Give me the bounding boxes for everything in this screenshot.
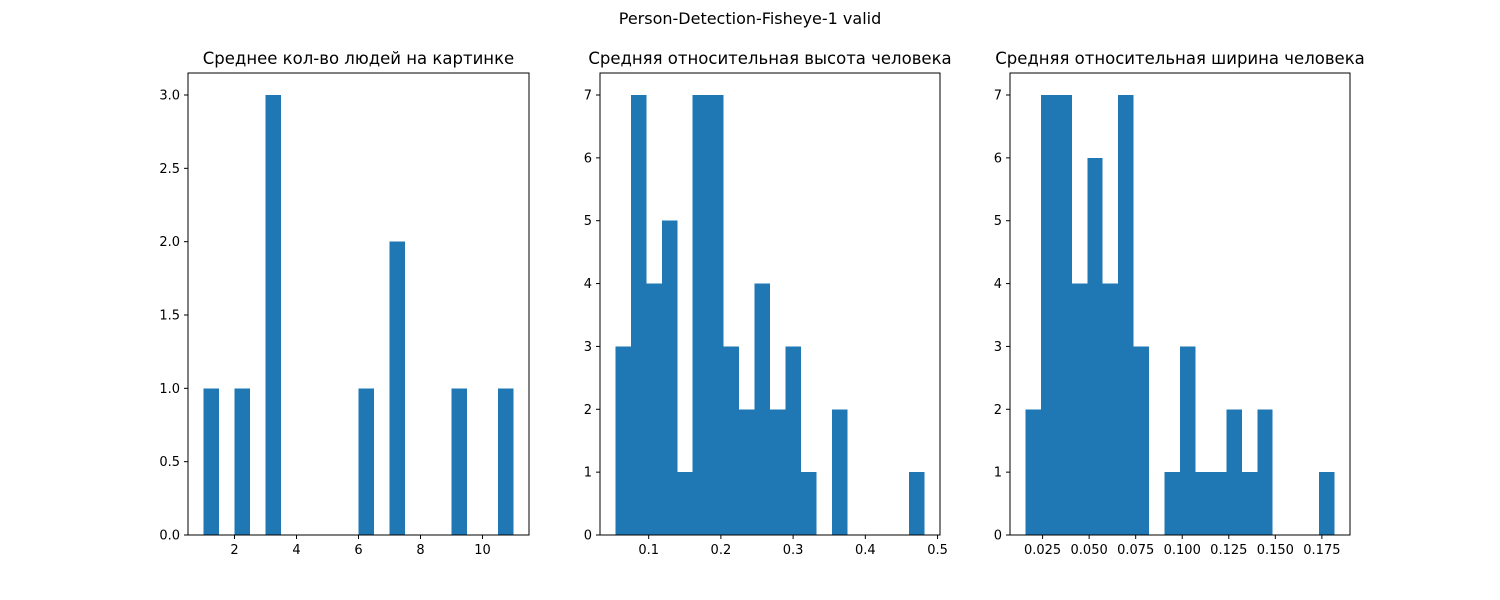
histogram-bar — [646, 283, 662, 535]
histogram-bar — [234, 388, 250, 535]
x-tick-label: 0.150 — [1257, 543, 1294, 558]
histogram-bar — [692, 95, 709, 535]
x-tick-label: 10 — [474, 543, 491, 558]
x-tick-label: 8 — [416, 543, 424, 558]
y-tick-label: 2.0 — [159, 235, 180, 250]
y-tick-label: 3 — [584, 340, 592, 355]
histogram-bar — [1241, 472, 1258, 535]
x-tick-label: 0.050 — [1071, 543, 1108, 558]
panel-title: Средняя относительная высота человека — [588, 49, 951, 68]
x-tick-label: 0.4 — [855, 543, 876, 558]
histogram-panel-1: 2 4 6 8 10 0.0 0.5 1.0 1.5 2.0 2.5 3.0 Среднее кол-в… — [159, 49, 530, 558]
x-tick-label: 0.075 — [1117, 543, 1154, 558]
histogram-bar — [661, 220, 678, 535]
x-tick-label: 2 — [230, 543, 238, 558]
histogram-bar — [1257, 409, 1273, 535]
y-tick-label: 1 — [994, 466, 1002, 481]
histogram-panel-2: 0.1 0.2 0.3 0.4 0.5 0 1 2 3 4 5 6 7 Средняя относител… — [584, 49, 952, 558]
histogram-bar — [1180, 346, 1196, 535]
histogram-bar — [630, 95, 647, 535]
y-tick-label: 7 — [584, 89, 592, 104]
histogram-bar — [1071, 283, 1088, 535]
y-tick-label: 2.5 — [159, 162, 180, 177]
histogram-bar — [1319, 472, 1335, 535]
histogram-bar — [1040, 95, 1057, 535]
histogram-bar — [754, 283, 770, 535]
histogram-bar — [615, 346, 631, 535]
x-tick-label: 0.2 — [711, 543, 732, 558]
x-tick-label: 6 — [354, 543, 362, 558]
histogram-bar — [677, 472, 693, 535]
histogram-bar — [1164, 472, 1180, 535]
x-tick-label: 0.025 — [1024, 543, 1061, 558]
y-tick-label: 7 — [994, 89, 1002, 104]
histogram-bar — [1195, 472, 1211, 535]
histogram-bar — [1210, 472, 1227, 535]
histogram-bar — [739, 409, 755, 535]
x-tick-label: 0.1 — [638, 543, 659, 558]
histogram-panel-3: 0.025 0.050 0.075 0.100 0.125 0.150 0.175 0 1 2 3 4… — [994, 49, 1365, 558]
y-tick-label: 0 — [994, 529, 1002, 544]
y-tick-label: 5 — [994, 214, 1002, 229]
histogram-bar — [358, 388, 374, 535]
y-tick-label: 5 — [584, 214, 592, 229]
x-tick-label: 0.100 — [1164, 543, 1201, 558]
histogram-bar — [1087, 157, 1103, 535]
y-tick-label: 2 — [994, 403, 1002, 418]
x-tick-label: 0.125 — [1210, 543, 1247, 558]
y-tick-label: 6 — [994, 151, 1002, 166]
figure-title: Person-Detection-Fisheye-1 valid — [618, 9, 882, 28]
histogram-bar — [451, 388, 467, 535]
y-tick-label: 1.0 — [159, 382, 180, 397]
y-tick-label: 3 — [994, 340, 1002, 355]
y-tick-label: 3.0 — [159, 89, 180, 104]
histogram-bar — [1133, 346, 1150, 535]
axes-frame — [599, 72, 941, 536]
histogram-bar — [831, 409, 848, 535]
panel-title: Среднее кол-во людей на картинке — [203, 49, 514, 68]
histogram-bar — [909, 472, 925, 535]
histogram-bar — [1056, 95, 1072, 535]
y-tick-label: 0 — [584, 529, 592, 544]
y-tick-label: 2 — [584, 403, 592, 418]
x-tick-label: 0.3 — [783, 543, 804, 558]
histogram-bar — [1102, 283, 1119, 535]
x-tick-label: 0.175 — [1303, 543, 1340, 558]
histogram-bar — [498, 388, 514, 535]
y-tick-label: 0.0 — [159, 529, 180, 544]
histogram-bar — [203, 388, 219, 535]
x-tick-label: 4 — [292, 543, 300, 558]
histogram-bar — [265, 95, 281, 535]
histogram-bar — [1118, 95, 1134, 535]
histogram-bar — [770, 409, 786, 535]
y-tick-label: 4 — [584, 277, 592, 292]
histogram-bar — [389, 241, 405, 535]
panel-title: Средняя относительная ширина человека — [995, 49, 1365, 68]
histogram-bar — [708, 95, 724, 535]
y-tick-label: 1.5 — [159, 309, 180, 324]
y-tick-label: 1 — [584, 466, 592, 481]
y-tick-label: 6 — [584, 151, 592, 166]
x-tick-label: 0.5 — [927, 543, 948, 558]
histogram-bar — [785, 346, 801, 535]
axes-frame — [1009, 72, 1351, 536]
histogram-bar — [723, 346, 740, 535]
y-tick-label: 0.5 — [159, 455, 180, 470]
histogram-bar — [800, 472, 817, 535]
histogram-bar — [1025, 409, 1041, 535]
histogram-bar — [1226, 409, 1242, 535]
y-tick-label: 4 — [994, 277, 1002, 292]
